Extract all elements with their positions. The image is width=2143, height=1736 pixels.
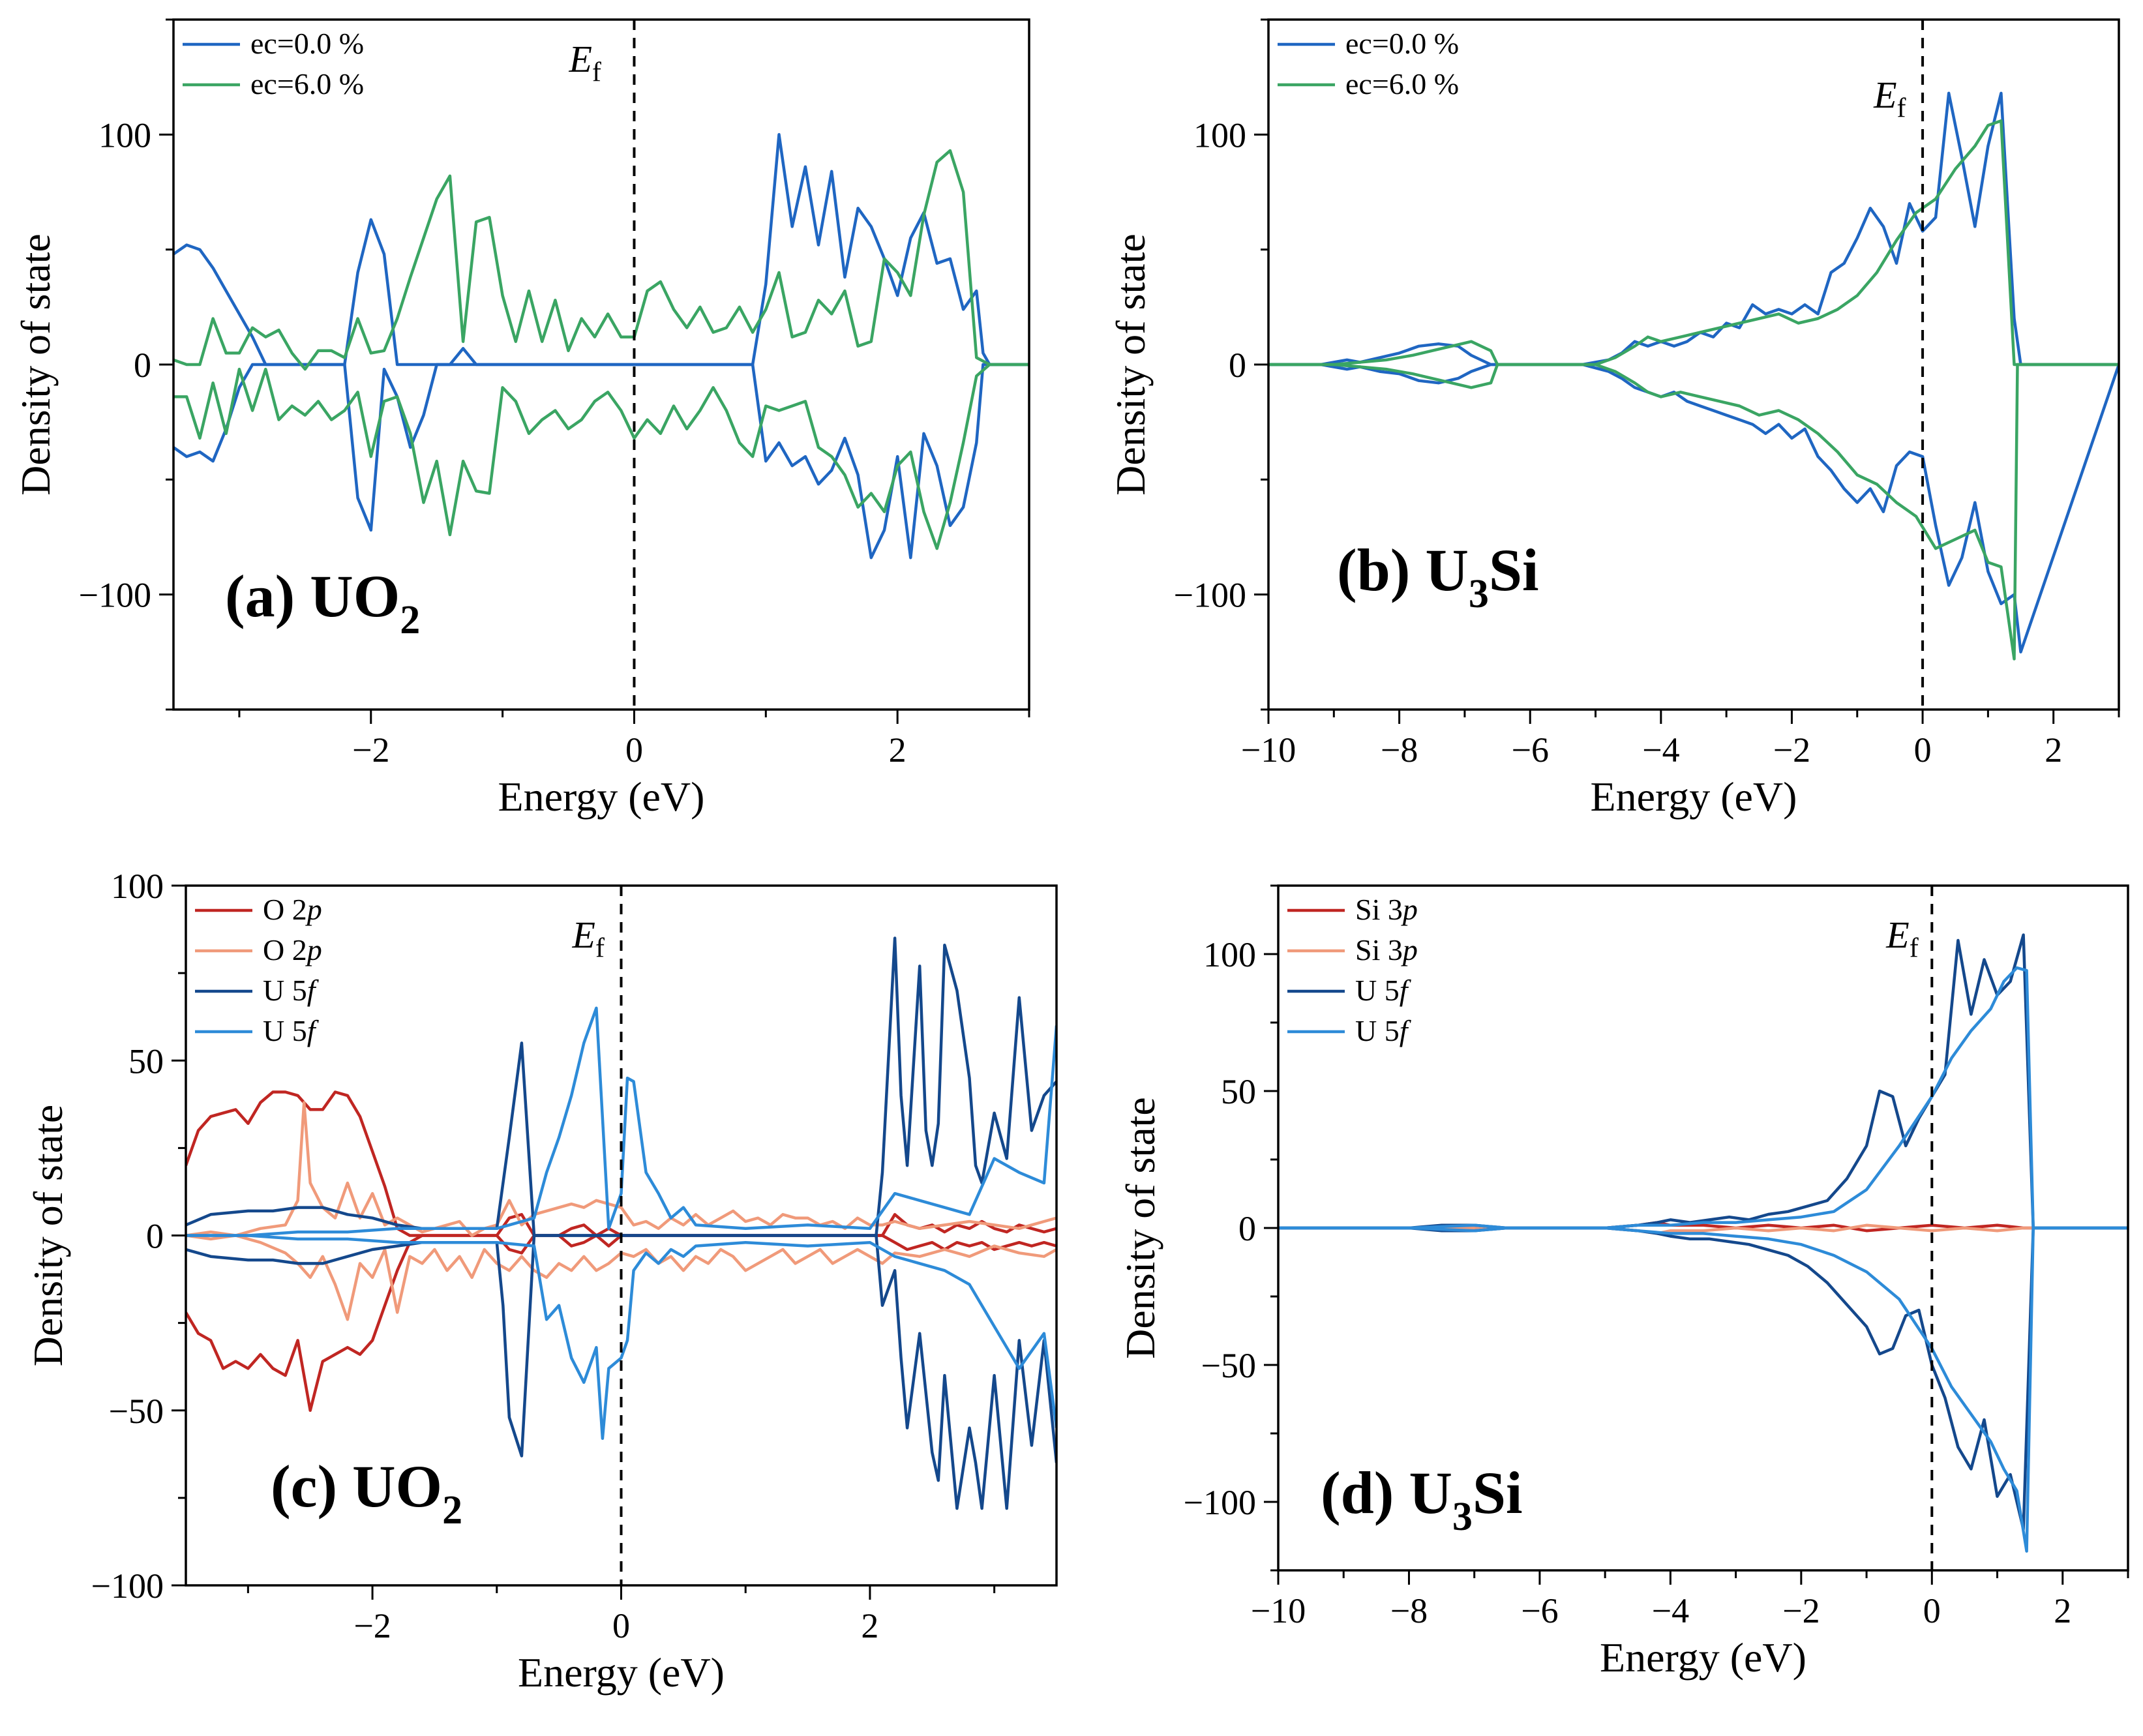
series-line-5 bbox=[186, 1234, 1057, 1510]
y-tick-label: 50 bbox=[1221, 1072, 1256, 1111]
legend-label: O 2p bbox=[263, 933, 322, 966]
legend-label: ec=6.0 % bbox=[1345, 67, 1459, 100]
y-tick-label: 0 bbox=[1238, 1209, 1256, 1248]
panel-label: (b) U3Si bbox=[1337, 537, 1539, 616]
fermi-level-label: Ef bbox=[1885, 914, 1918, 963]
legend-label: Si 3p bbox=[1355, 893, 1418, 926]
legend-label: ec=0.0 % bbox=[1345, 27, 1459, 60]
legend-label: Si 3p bbox=[1355, 933, 1418, 966]
legend-label: U 5f bbox=[263, 974, 320, 1007]
x-tick-label: −2 bbox=[1773, 730, 1810, 770]
series-group bbox=[173, 133, 1029, 560]
x-tick-label: −10 bbox=[1251, 1591, 1306, 1630]
y-tick-label: −100 bbox=[91, 1566, 164, 1606]
fermi-level-label: Ef bbox=[572, 914, 605, 963]
panel-a: −2 0 2 −100 0 100 Energy (eV) Density of state E… bbox=[12, 18, 1030, 820]
panel-c: −2 0 2 −100 −50 0 50 100 Energy (eV) Density of s… bbox=[25, 867, 1058, 1696]
panel-d: −10 −8 −6 −4 −2 0 2 −100 −50 0 50 100 Energy (eV) Den… bbox=[1117, 884, 2129, 1681]
x-axis-label: Energy (eV) bbox=[1591, 773, 1797, 820]
x-tick-label: −6 bbox=[1511, 730, 1548, 770]
series-line-3 bbox=[186, 1234, 1057, 1321]
x-tick-label: 2 bbox=[861, 1606, 878, 1645]
x-tick-label: −8 bbox=[1381, 730, 1418, 770]
x-tick-label: −6 bbox=[1521, 1591, 1558, 1630]
y-tick-label: 0 bbox=[134, 346, 151, 385]
series-line-1 bbox=[173, 363, 1029, 560]
series-group bbox=[1278, 933, 2128, 1553]
x-axis-label: Energy (eV) bbox=[498, 773, 705, 820]
legend: ec=0.0 % ec=6.0 % bbox=[1278, 27, 1459, 100]
panel-b: −10 −8 −6 −4 −2 0 2 −100 0 100 Energy (eV) Density … bbox=[1107, 18, 2120, 820]
legend-label: U 5f bbox=[1355, 1014, 1412, 1047]
x-axis-label: Energy (eV) bbox=[518, 1649, 725, 1696]
x-tick-label: 0 bbox=[625, 730, 643, 770]
y-tick-label: 100 bbox=[98, 115, 151, 155]
y-axis-label: Density of state bbox=[1117, 1097, 1163, 1359]
x-tick-label: −2 bbox=[352, 730, 389, 770]
series-line-4 bbox=[186, 936, 1057, 1237]
series-line-2 bbox=[1268, 119, 2119, 367]
x-tick-label: −2 bbox=[1782, 1591, 1820, 1630]
y-tick-label: 100 bbox=[111, 867, 164, 906]
x-tick-label: −4 bbox=[1652, 1591, 1689, 1630]
series-line-2 bbox=[173, 149, 1029, 371]
series-line-3 bbox=[173, 363, 1029, 550]
series-group bbox=[186, 936, 1057, 1510]
series-group bbox=[1268, 91, 2119, 661]
x-tick-label: −2 bbox=[353, 1606, 391, 1645]
x-tick-label: 0 bbox=[1923, 1591, 1941, 1630]
y-tick-label: 100 bbox=[1193, 115, 1246, 155]
fermi-level-label: Ef bbox=[1873, 74, 1906, 123]
y-tick-label: 50 bbox=[128, 1041, 164, 1081]
panel-label: (a) UO2 bbox=[225, 563, 420, 642]
series-line-1 bbox=[1268, 363, 2119, 654]
legend-label: ec=6.0 % bbox=[250, 67, 364, 100]
y-axis-label: Density of state bbox=[12, 233, 59, 496]
panel-label: (d) U3Si bbox=[1321, 1459, 1523, 1539]
panel-label: (c) UO2 bbox=[271, 1453, 462, 1533]
series-line-7 bbox=[186, 1234, 1057, 1440]
series-line-3 bbox=[1268, 363, 2119, 661]
y-tick-label: 0 bbox=[146, 1217, 164, 1256]
series-line-6 bbox=[186, 1006, 1057, 1237]
series-line-0 bbox=[186, 1090, 1057, 1237]
legend: Si 3p Si 3p U 5f U 5f bbox=[1287, 893, 1418, 1047]
series-line-0 bbox=[1268, 91, 2119, 367]
series-line-5 bbox=[1278, 1226, 2128, 1553]
x-tick-label: −8 bbox=[1390, 1591, 1428, 1630]
y-axis-label: Density of state bbox=[25, 1105, 71, 1367]
series-line-2 bbox=[186, 1101, 1057, 1237]
x-tick-label: 0 bbox=[612, 1606, 630, 1645]
legend: O 2p O 2p U 5f U 5f bbox=[195, 893, 322, 1047]
series-line-1 bbox=[186, 1234, 1057, 1413]
x-tick-label: 2 bbox=[2045, 730, 2062, 770]
legend-label: O 2p bbox=[263, 893, 322, 926]
y-tick-label: −50 bbox=[1201, 1346, 1256, 1385]
y-tick-label: 100 bbox=[1203, 935, 1256, 974]
y-tick-label: −100 bbox=[79, 576, 151, 615]
y-tick-label: 0 bbox=[1229, 346, 1246, 385]
legend-label: ec=0.0 % bbox=[250, 27, 364, 60]
x-tick-label: −10 bbox=[1241, 730, 1296, 770]
x-axis-label: Energy (eV) bbox=[1600, 1634, 1806, 1681]
x-tick-label: −4 bbox=[1642, 730, 1679, 770]
y-tick-label: −100 bbox=[1184, 1483, 1256, 1522]
legend-label: U 5f bbox=[263, 1014, 320, 1047]
legend-label: U 5f bbox=[1355, 974, 1412, 1007]
legend: ec=0.0 % ec=6.0 % bbox=[183, 27, 364, 100]
y-tick-label: −50 bbox=[109, 1392, 164, 1431]
fermi-level-label: Ef bbox=[568, 38, 601, 87]
y-tick-label: −100 bbox=[1174, 576, 1246, 615]
x-tick-label: 2 bbox=[889, 730, 907, 770]
x-tick-label: 0 bbox=[1914, 730, 1932, 770]
y-axis-label: Density of state bbox=[1107, 233, 1154, 496]
x-tick-label: 2 bbox=[2054, 1591, 2071, 1630]
series-line-0 bbox=[173, 133, 1029, 367]
